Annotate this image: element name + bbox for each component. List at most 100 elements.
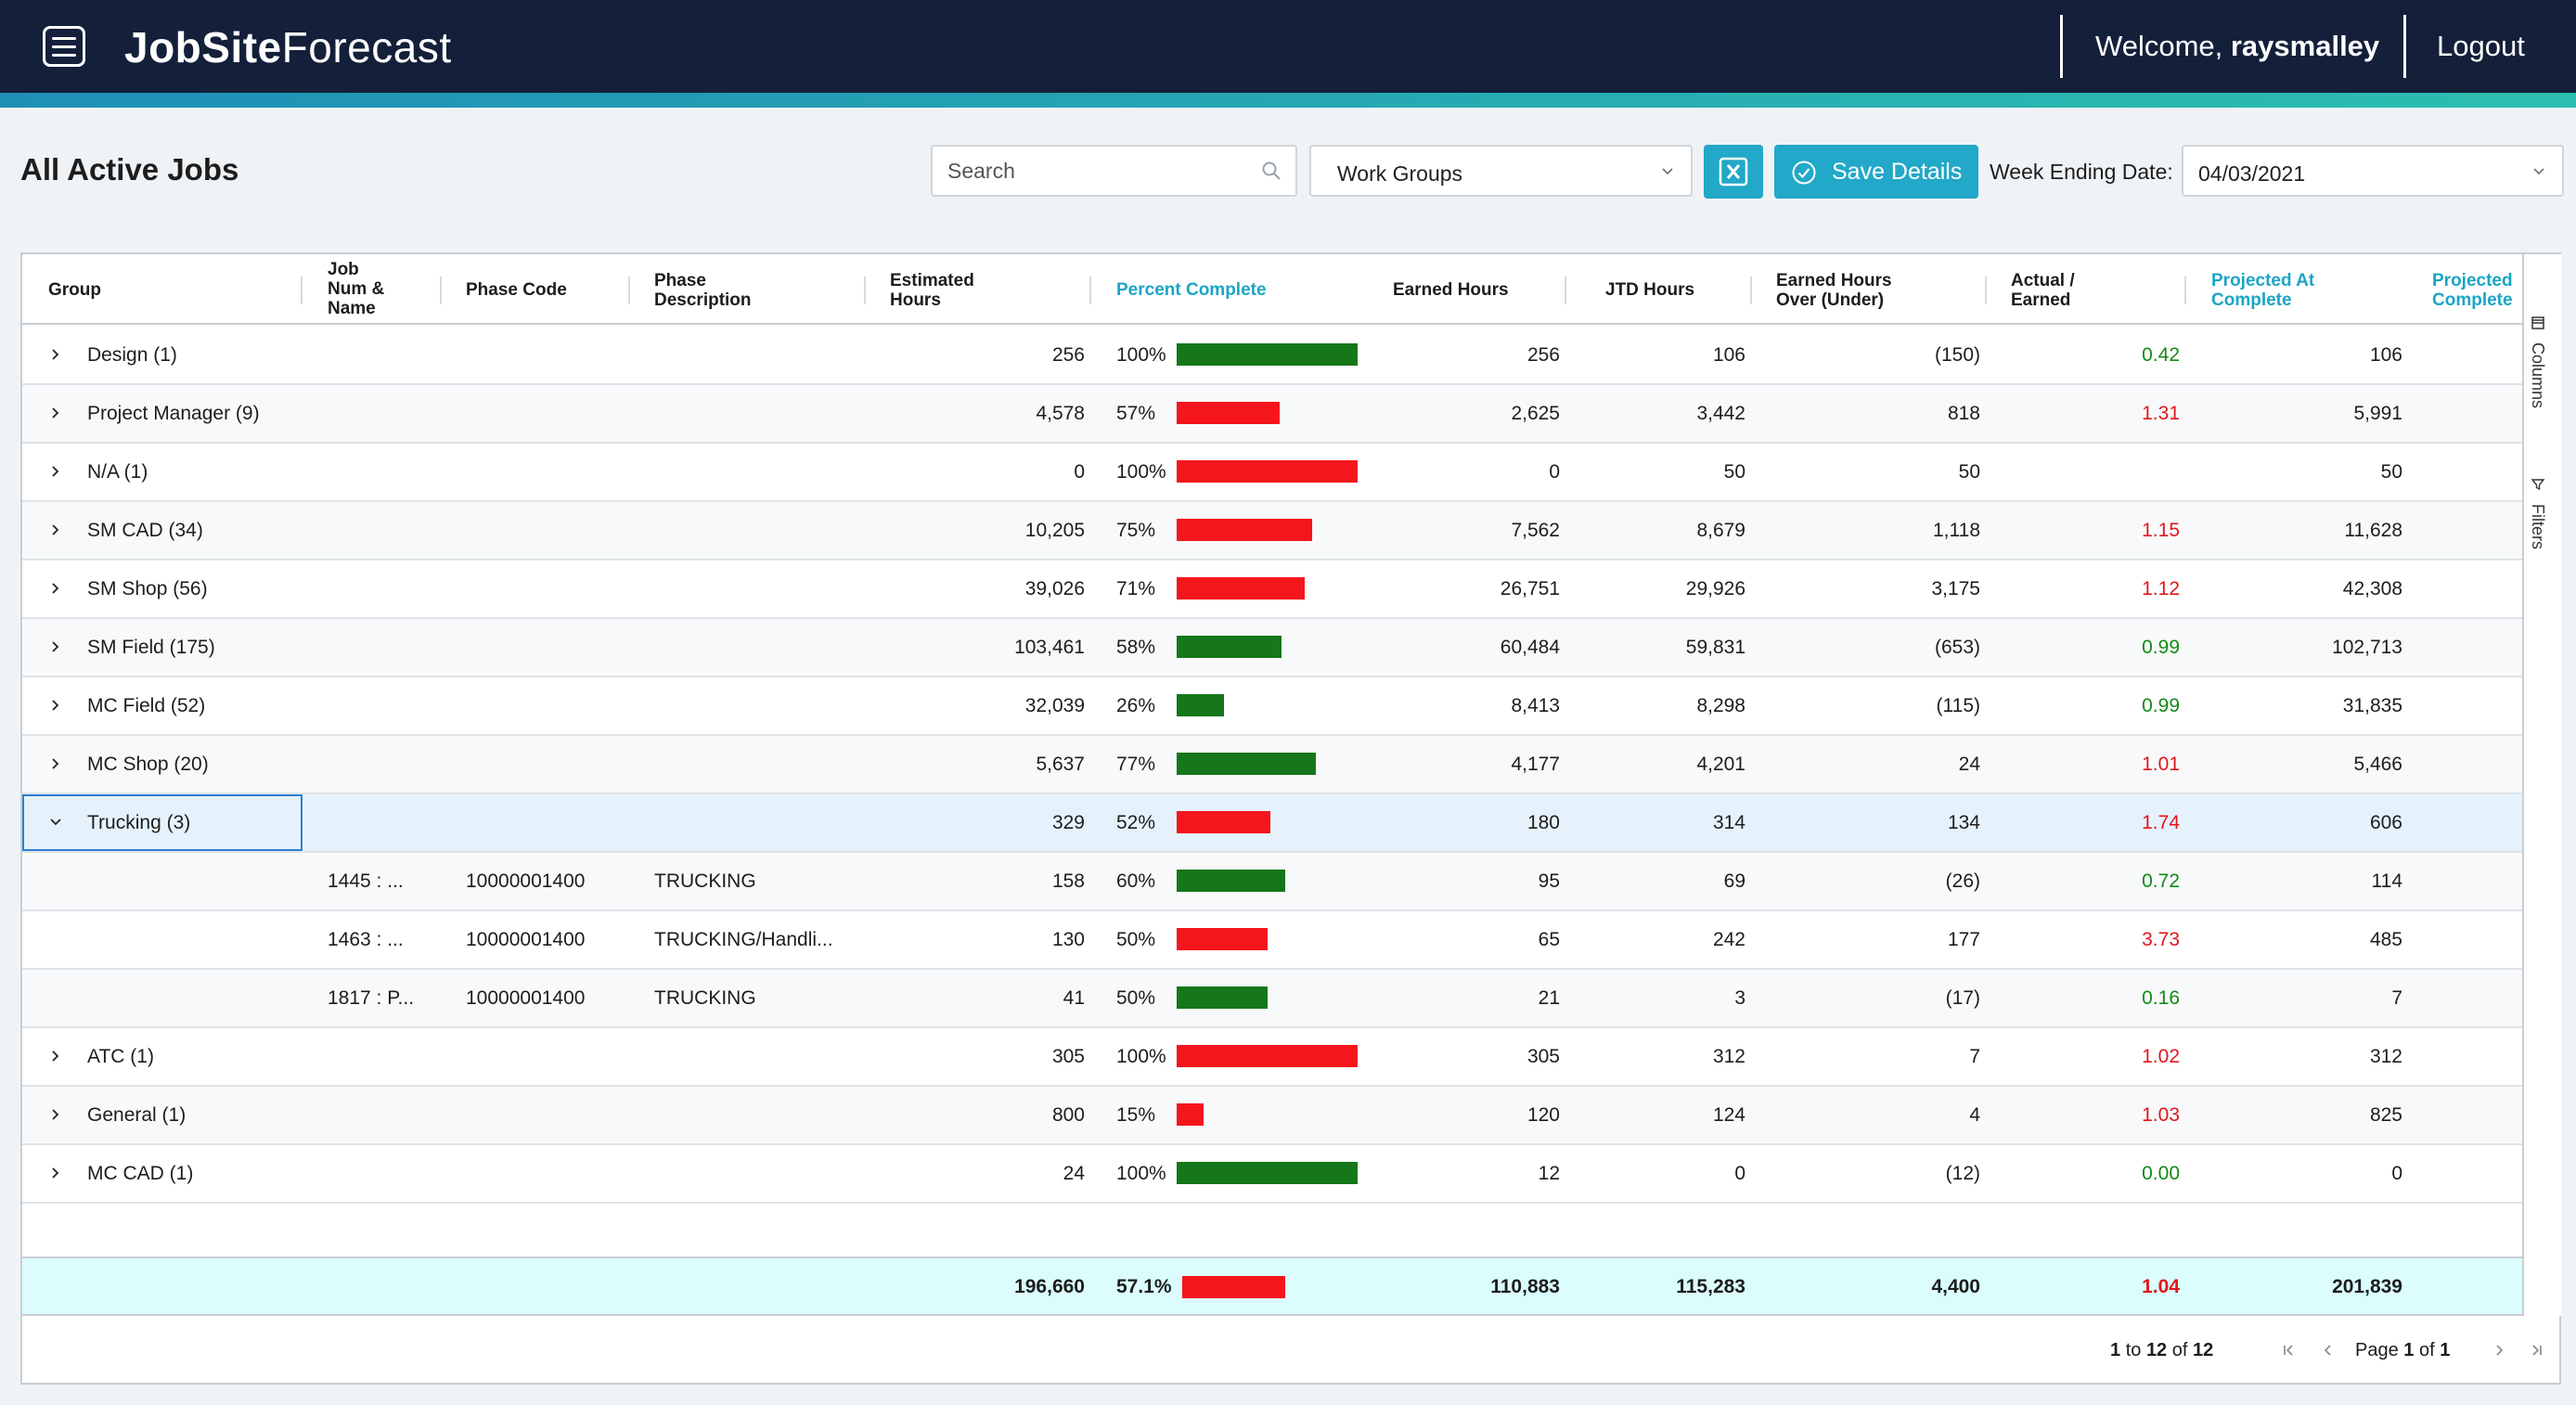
previous-page-icon[interactable] [2320,1342,2337,1359]
chevron-right-icon[interactable] [48,1049,63,1063]
group-row[interactable]: Project Manager (9) 4,578 57% 2,625 3,442 818… [22,385,2522,444]
earned-hours: 8,413 [1511,695,1560,716]
chevron-right-icon[interactable] [48,406,63,420]
check-circle-icon [1792,161,1816,185]
col-header-earned-over-under[interactable]: Earned Hours Over (Under) [1776,271,1892,310]
app-brand: JobSiteForecast [124,22,452,72]
first-page-icon[interactable] [2281,1342,2298,1359]
group-label: Design (1) [87,344,177,366]
group-row[interactable]: SM CAD (34) 10,205 75% 7,562 8,679 1,118 1.15 1… [22,502,2522,561]
next-page-icon[interactable] [2491,1342,2507,1359]
percent-bar [1177,694,1224,716]
group-label: MC Shop (20) [87,754,209,775]
chevron-right-icon[interactable] [48,522,63,537]
col-header-projected-at-complete[interactable]: Projected At Complete [2211,271,2315,310]
jtd-hours: 29,926 [1685,578,1745,599]
job-row: 1463 : ... 10000001400 TRUCKING/Handli... 1… [22,911,2522,970]
work-groups-select[interactable]: Work Groups [1309,145,1693,197]
total-earned-hours: 110,883 [1490,1276,1560,1297]
menu-icon[interactable] [43,26,85,67]
group-label: MC CAD (1) [87,1163,194,1184]
group-row[interactable]: Trucking (3) 329 52% 180 314 134 1.74 606 [22,794,2522,853]
col-header-percent-complete[interactable]: Percent Complete [1116,280,1267,300]
columns-icon [2531,316,2544,329]
chevron-right-icon[interactable] [48,347,63,362]
jtd-hours: 3,442 [1696,403,1745,424]
group-row[interactable]: Design (1) 256 100% 256 106 (150) 0.42 106 [22,327,2522,385]
percent-label: 52% [1116,812,1156,833]
job-name: 1445 : ... [328,870,404,892]
group-label: MC Field (52) [87,695,206,716]
col-header-projected-complete[interactable]: Projected Complete [2432,271,2513,310]
selected-cell-outline [22,794,303,851]
search-icon[interactable] [1260,160,1282,182]
jtd-hours: 0 [1734,1163,1745,1184]
columns-panel-tab[interactable]: Columns [2528,316,2547,408]
projected-at-complete: 106 [2369,344,2402,366]
filters-panel-tab[interactable]: Filters [2528,477,2547,549]
chevron-right-icon[interactable] [48,639,63,654]
percent-label: 100% [1116,1163,1166,1184]
chevron-right-icon[interactable] [48,1166,63,1180]
earned-over-under: (115) [1936,695,1980,716]
chevron-right-icon[interactable] [48,698,63,713]
col-header-phase-code[interactable]: Phase Code [466,280,567,300]
phase-description: TRUCKING/Handli... [654,929,833,950]
estimated-hours: 158 [1051,870,1085,892]
col-header-earned-hours[interactable]: Earned Hours [1393,280,1509,300]
group-row[interactable]: N/A (1) 0 100% 0 50 50 50 [22,444,2522,502]
chevron-right-icon[interactable] [48,581,63,596]
export-excel-button[interactable] [1704,145,1763,199]
jtd-hours: 8,298 [1696,695,1745,716]
page-title: All Active Jobs [20,152,239,187]
logout-button[interactable]: Logout [2437,30,2525,62]
projected-at-complete: 485 [2369,929,2402,950]
group-row[interactable]: MC Field (52) 32,039 26% 8,413 8,298 (115) 0.9… [22,677,2522,736]
estimated-hours: 103,461 [1014,637,1085,658]
jtd-hours: 8,679 [1696,520,1745,541]
col-header-actual-earned[interactable]: Actual / Earned [2011,271,2075,310]
percent-bar [1177,1045,1358,1067]
chevron-right-icon[interactable] [48,1107,63,1122]
actual-earned-ratio: 3.73 [2142,929,2180,950]
percent-bar [1177,753,1316,775]
earned-hours: 180 [1526,812,1560,833]
percent-label: 50% [1116,987,1156,1009]
earned-over-under: 3,175 [1931,578,1980,599]
search-input[interactable] [933,147,1239,195]
group-row[interactable]: ATC (1) 305 100% 305 312 7 1.02 312 [22,1028,2522,1087]
chevron-down-icon[interactable] [48,815,63,830]
week-ending-select[interactable]: 04/03/2021 [2182,145,2564,197]
earned-over-under: 50 [1958,461,1980,483]
col-header-estimated-hours[interactable]: Estimated Hours [890,271,974,310]
last-page-icon[interactable] [2528,1342,2544,1359]
chevron-right-icon[interactable] [48,756,63,771]
estimated-hours: 329 [1051,812,1085,833]
phase-description: TRUCKING [654,987,756,1009]
group-row[interactable]: SM Shop (56) 39,026 71% 26,751 29,926 3,175 1.… [22,561,2522,619]
actual-earned-ratio: 1.31 [2142,403,2180,424]
earned-hours: 21 [1538,987,1560,1009]
estimated-hours: 4,578 [1036,403,1085,424]
earned-hours: 256 [1526,344,1560,366]
earned-over-under: (653) [1934,637,1980,658]
col-header-job[interactable]: Job Num & Name [328,260,385,318]
group-row[interactable]: SM Field (175) 103,461 58% 60,484 59,831 (653… [22,619,2522,677]
col-header-jtd-hours[interactable]: JTD Hours [1605,280,1695,300]
col-header-phase-description[interactable]: Phase Description [654,271,752,310]
estimated-hours: 305 [1051,1046,1085,1067]
week-ending-label: Week Ending Date: [1990,160,2173,184]
total-progress-bar [1182,1276,1285,1298]
row-range-summary: 1 to 12 of 12 [2110,1340,2214,1360]
col-header-group[interactable]: Group [48,280,101,300]
group-row[interactable]: MC Shop (20) 5,637 77% 4,177 4,201 24 1.01 5,46… [22,736,2522,794]
group-row[interactable]: General (1) 800 15% 120 124 4 1.03 825 [22,1087,2522,1145]
earned-hours: 12 [1538,1163,1560,1184]
group-row[interactable]: MC CAD (1) 24 100% 12 0 (12) 0.00 0 [22,1145,2522,1204]
percent-label: 100% [1116,344,1166,366]
percent-bar [1177,870,1285,892]
save-details-button[interactable]: Save Details [1774,145,1978,199]
projected-at-complete: 102,713 [2332,637,2402,658]
chevron-right-icon[interactable] [48,464,63,479]
jtd-hours: 314 [1712,812,1745,833]
